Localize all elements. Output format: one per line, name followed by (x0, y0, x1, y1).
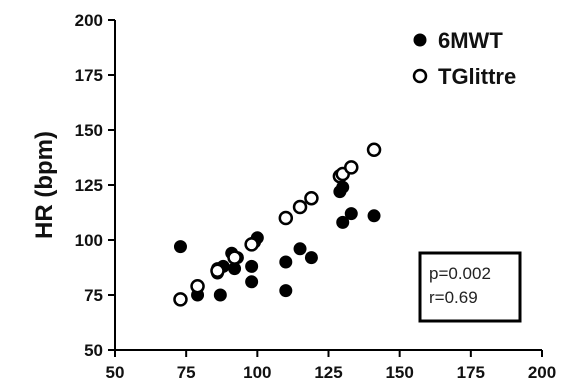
data-point-tglittre (210, 263, 225, 279)
data-point-tglittre (304, 190, 319, 206)
legend-marker-6mwt (413, 33, 427, 47)
y-axis-title: HR (bpm) (31, 131, 58, 239)
legend-label-6mwt: 6MWT (438, 28, 503, 53)
legend-label-tglittre: TGlittre (438, 64, 516, 89)
r-value-text: r=0.69 (429, 288, 478, 307)
data-point-tglittre (278, 210, 294, 226)
y-tick-label: 75 (84, 286, 103, 305)
y-tick-label: 150 (75, 121, 103, 140)
legend: 6MWT TGlittre (412, 28, 516, 89)
x-axis-ticks: 50 75 100 125 150 175 200 (106, 350, 556, 382)
y-tick-label: 200 (75, 11, 103, 30)
x-tick-label: 150 (385, 363, 413, 382)
data-point-tglittre (227, 250, 242, 265)
legend-marker-tglittre (412, 68, 428, 84)
y-tick-label: 100 (75, 231, 103, 250)
y-tick-label: 50 (84, 341, 103, 360)
data-point-6mwt (213, 288, 227, 302)
x-tick-label: 100 (243, 363, 271, 382)
x-tick-label: 175 (457, 363, 485, 382)
x-tick-label: 200 (528, 363, 556, 382)
data-point-6mwt (304, 251, 318, 265)
data-point-6mwt (344, 207, 358, 221)
y-axis-ticks: 50 75 100 125 150 175 200 (75, 11, 115, 360)
y-tick-label: 125 (75, 176, 103, 195)
data-point-6mwt (279, 284, 293, 298)
data-point-6mwt (173, 240, 187, 254)
stats-annotation-box: p=0.002 r=0.69 (418, 251, 522, 323)
legend-item-tglittre: TGlittre (412, 64, 516, 89)
data-point-tglittre (173, 292, 188, 307)
stats-box-border (418, 251, 522, 323)
data-point-tglittre (292, 199, 308, 215)
data-point-tglittre (344, 160, 359, 175)
legend-item-6mwt: 6MWT (413, 28, 503, 53)
p-value-text: p=0.002 (429, 264, 491, 283)
data-point-tglittre (366, 142, 382, 158)
data-point-6mwt (245, 259, 259, 273)
data-point-6mwt (336, 215, 350, 229)
data-point-tglittre (244, 237, 259, 252)
data-point-6mwt (293, 242, 307, 256)
data-point-tglittre (190, 278, 205, 294)
x-tick-label: 50 (106, 363, 125, 382)
x-tick-label: 125 (314, 363, 342, 382)
data-point-6mwt (245, 275, 259, 289)
data-points (173, 142, 382, 307)
y-tick-label: 175 (75, 66, 103, 85)
data-point-6mwt (367, 209, 381, 223)
x-tick-label: 75 (177, 363, 196, 382)
data-point-6mwt (279, 255, 293, 269)
